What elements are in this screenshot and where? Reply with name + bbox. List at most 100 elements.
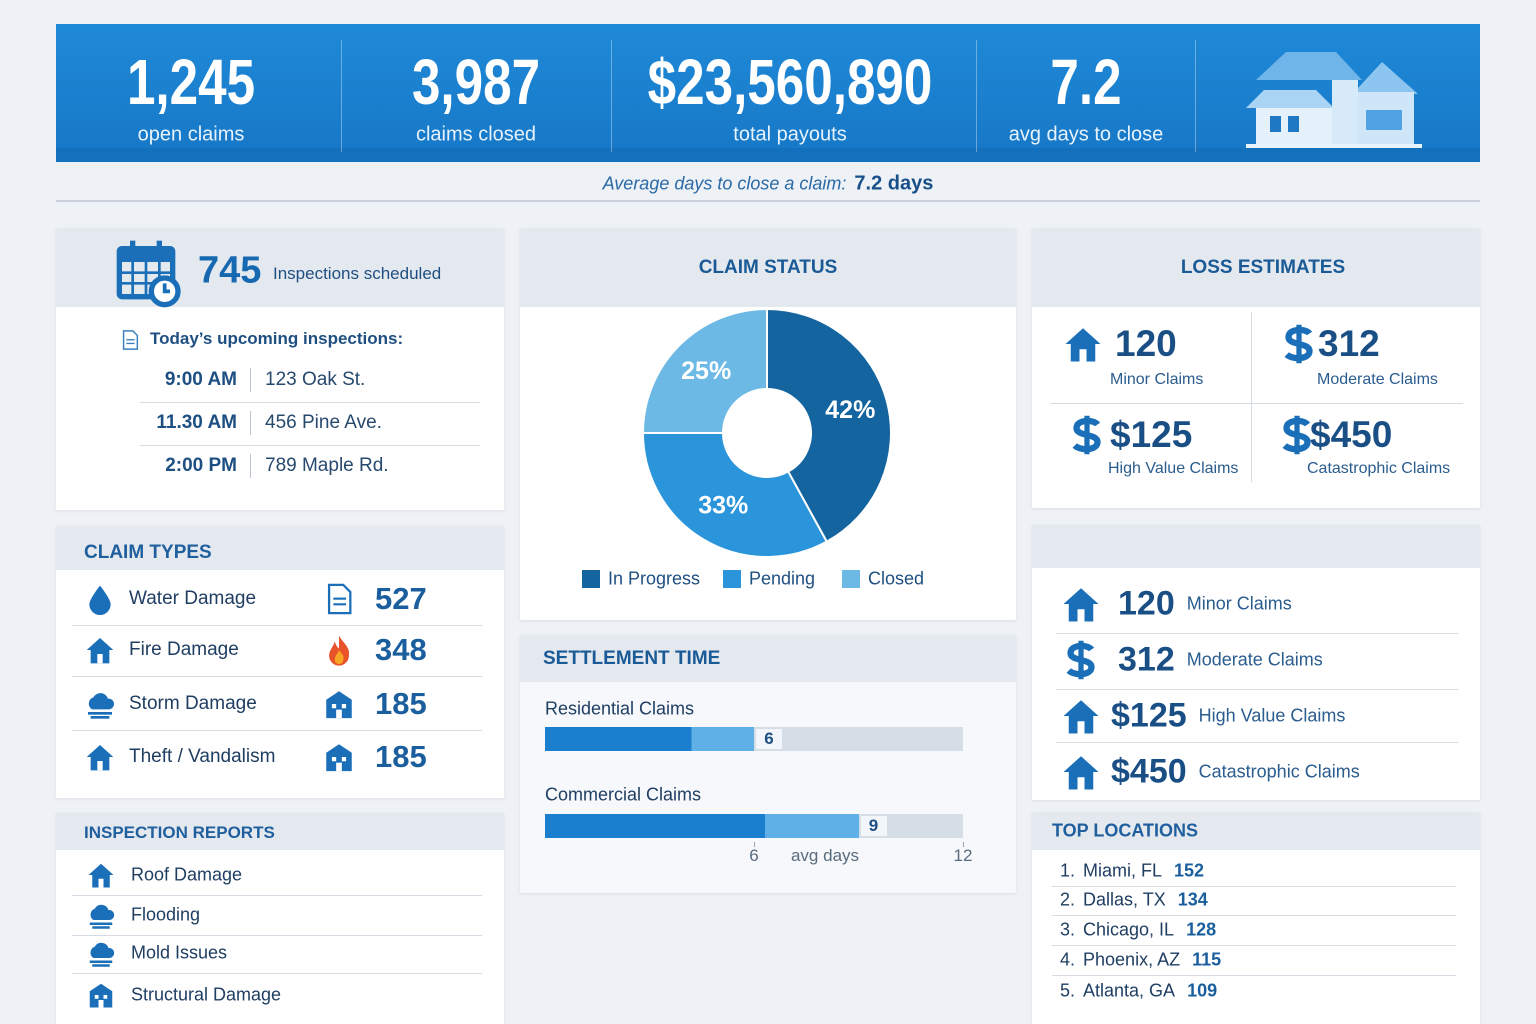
x-axis-label: avg days <box>790 846 860 865</box>
report-item: Mold Issues <box>131 942 228 963</box>
icon-shape <box>1063 588 1099 622</box>
icon-shape <box>88 693 115 710</box>
separator <box>1052 886 1456 887</box>
separator <box>72 935 482 936</box>
inspection-time: 2:00 PM <box>165 455 237 476</box>
location-row: 5. Atlanta, GA 109 <box>1060 981 1217 1002</box>
icon-shape <box>327 583 352 615</box>
grid-divider <box>1050 403 1463 404</box>
location-rank: 2. <box>1060 889 1076 910</box>
icon-shape <box>1063 700 1099 734</box>
loss-value: $125 <box>1110 414 1193 455</box>
claim-type-label: Water Damage <box>129 588 257 609</box>
location-name: Dallas, TX <box>1083 889 1166 910</box>
bar-value: 6 <box>756 729 782 749</box>
icon-shape <box>98 1000 104 1008</box>
loss-row-label: Minor Claims <box>1186 593 1292 614</box>
kpi-divider <box>341 40 342 152</box>
legend-label: Pending <box>749 568 816 589</box>
icon <box>1063 588 1099 622</box>
icon <box>89 983 113 1008</box>
icon-shape <box>341 704 347 709</box>
icon-shape <box>1077 777 1085 790</box>
location-name: Phoenix, AZ <box>1083 949 1181 970</box>
kpi-divider <box>611 40 612 152</box>
report-item: Roof Damage <box>131 864 243 885</box>
x-tick-label: 6 <box>749 846 759 865</box>
icon-shape <box>326 744 352 772</box>
icon <box>1065 328 1101 362</box>
legend-swatch <box>723 570 741 588</box>
loss-row: 120 Minor Claims <box>1118 585 1292 624</box>
icon-shape <box>89 922 113 925</box>
icon-shape <box>1084 415 1090 455</box>
icon-shape <box>1296 324 1302 364</box>
icon-shape <box>90 942 115 958</box>
icon-shape <box>126 339 135 341</box>
inspection-time: 11.30 AM <box>156 412 237 433</box>
icon-shape <box>98 878 104 888</box>
icon-shape <box>156 240 162 254</box>
grid-divider <box>1251 312 1252 482</box>
time-divider <box>250 454 251 478</box>
loss-row: 312 Moderate Claims <box>1118 641 1323 680</box>
claim-type-value: 185 <box>375 739 427 774</box>
panel-header <box>1032 812 1480 850</box>
icon-shape <box>336 709 342 719</box>
bar <box>545 814 859 838</box>
location-value: 115 <box>1192 949 1222 970</box>
kpi-label: claims closed <box>415 123 537 146</box>
loss-row: $450 Catastrophic Claims <box>1111 753 1360 792</box>
loss-row-value: $125 <box>1111 696 1187 735</box>
icon-shape <box>92 964 110 967</box>
panel-header <box>56 526 504 570</box>
summary: Average days to close a claim: 7.2 days <box>603 173 934 196</box>
panel-header <box>520 635 1016 682</box>
icon-shape <box>341 757 347 762</box>
roof <box>1246 90 1334 108</box>
kpi-value: 3,987 <box>411 46 541 118</box>
bar-category: Commercial Claims <box>545 784 702 805</box>
slice-label: 42% <box>825 396 875 424</box>
icon-shape <box>1077 721 1085 734</box>
icon <box>89 585 111 615</box>
icon-shape <box>97 654 103 664</box>
icon <box>327 583 352 615</box>
icon-shape <box>326 691 352 719</box>
icon-shape <box>88 863 114 888</box>
icon <box>1072 415 1101 455</box>
icon <box>122 330 139 350</box>
window <box>1270 116 1281 132</box>
icon-shape <box>97 761 103 771</box>
icon-shape <box>1079 349 1087 362</box>
pie-slice <box>641 432 829 558</box>
x-tick <box>963 842 964 847</box>
icon-shape <box>331 704 337 709</box>
icon-shape <box>162 283 170 294</box>
separator <box>1052 945 1456 946</box>
slice-label: 25% <box>681 357 731 385</box>
panel-header <box>520 228 1016 307</box>
house-illustration <box>1246 52 1422 148</box>
loss-row: $125 High Value Claims <box>1111 697 1345 736</box>
separator <box>72 676 482 677</box>
separator <box>1052 975 1456 976</box>
claim-type-label: Theft / Vandalism <box>129 746 276 767</box>
separator <box>72 973 482 974</box>
loss-label: Minor Claims <box>1110 371 1204 388</box>
loss-label: Moderate Claims <box>1317 371 1438 388</box>
x-tick <box>754 842 755 847</box>
location-rank: 5. <box>1060 980 1076 1001</box>
inspection-label: Inspections scheduled <box>273 264 442 283</box>
separator <box>1056 633 1458 634</box>
icon-shape <box>336 762 342 772</box>
panel-title: LOSS ESTIMATES <box>1180 257 1346 278</box>
summary-text: Average days to close a claim: <box>602 173 847 194</box>
icon-shape <box>1078 640 1084 680</box>
location-rank: 4. <box>1060 949 1076 970</box>
location-rank: 3. <box>1060 919 1076 940</box>
loss-row-label: Catastrophic Claims <box>1198 761 1360 782</box>
icon-shape <box>333 597 347 600</box>
window <box>1288 116 1299 132</box>
